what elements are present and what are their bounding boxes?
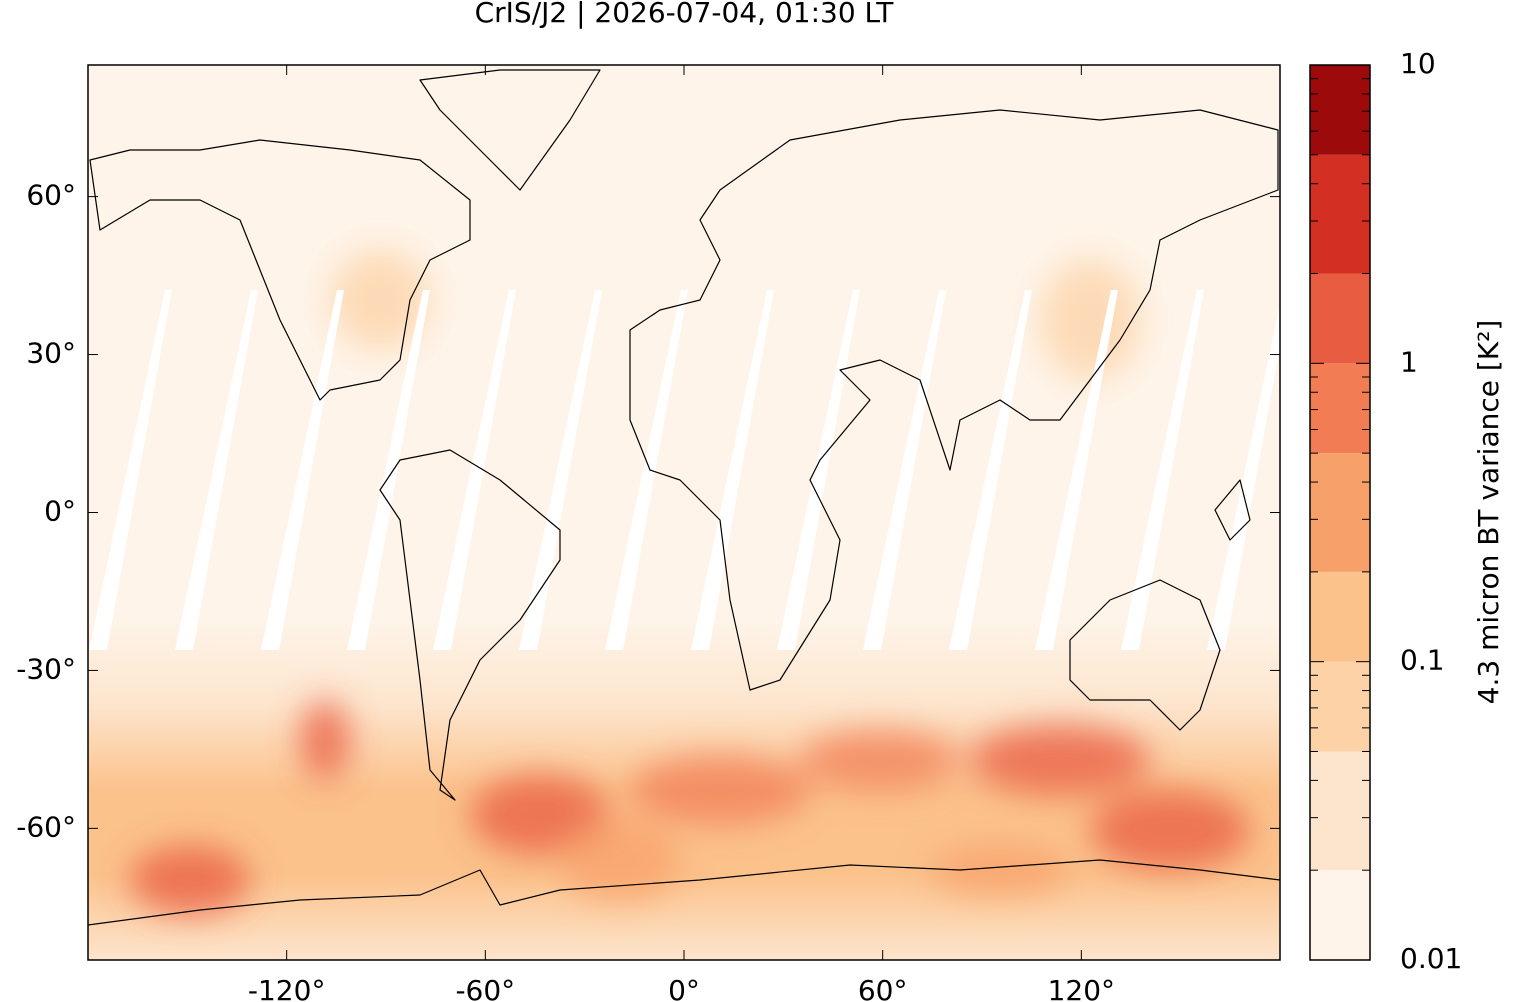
field-spot <box>330 250 430 350</box>
field-spot <box>970 725 1150 795</box>
swath-gap <box>1207 304 1280 650</box>
colorbar-tick-label: 0.01 <box>1400 942 1462 975</box>
field-spot <box>560 820 680 900</box>
swath-gap <box>89 290 172 650</box>
field-spots <box>130 250 1250 915</box>
swath-gaps <box>89 290 1280 650</box>
colorbar-band <box>1310 363 1370 454</box>
field-spot <box>1040 260 1140 380</box>
coastline <box>89 139 471 401</box>
chart-title: CrIS/J2 | 2026-07-04, 01:30 LT <box>475 0 895 29</box>
field-spot <box>130 845 250 915</box>
swath-gap <box>605 290 688 650</box>
swath-gap <box>949 290 1032 650</box>
colorbar-band <box>1310 571 1370 662</box>
y-tick-label: -30° <box>16 652 76 685</box>
field-spot <box>630 755 810 825</box>
coastline <box>1214 479 1251 541</box>
swath-gap <box>175 290 258 650</box>
x-tick-label: 60° <box>858 974 908 1002</box>
field-spot <box>1090 790 1250 870</box>
swath-gap <box>261 290 344 650</box>
colorbar-band <box>1310 751 1370 871</box>
swath-gap <box>691 290 774 650</box>
colorbar-tick-label: 10 <box>1400 47 1436 80</box>
x-tick-label: 120° <box>1048 974 1115 1002</box>
y-tick-label: -60° <box>16 810 76 843</box>
swath-gap <box>347 290 430 650</box>
y-tick-label: 0° <box>44 495 76 528</box>
swath-gap <box>1035 290 1118 650</box>
field-spot <box>300 700 350 780</box>
swath-gap <box>863 290 946 650</box>
coastline <box>379 449 561 801</box>
colorbar-tick-label: 0.1 <box>1400 644 1445 677</box>
coastline <box>1069 579 1221 731</box>
colorbar-frame <box>1309 64 1371 961</box>
field-spot <box>930 845 1070 895</box>
swath-gap <box>519 290 602 650</box>
swath-gap <box>777 290 860 650</box>
coastline <box>419 69 601 191</box>
colorbar-tick-label: 1 <box>1400 345 1418 378</box>
map-field <box>88 65 1280 960</box>
colorbar-band <box>1310 453 1370 572</box>
x-tick-label: -60° <box>455 974 515 1002</box>
colorbar-band <box>1310 154 1370 274</box>
coastline <box>88 859 1280 926</box>
coastline <box>629 109 1279 691</box>
field-spot <box>800 730 960 790</box>
x-tick-label: 0° <box>668 974 700 1002</box>
colorbar-label: 4.3 micron BT variance [K²] <box>1472 320 1505 705</box>
colorbar-band <box>1310 870 1370 960</box>
x-tick-label: -120° <box>248 974 326 1002</box>
y-tick-label: 60° <box>26 179 76 212</box>
colorbar-band <box>1310 273 1370 364</box>
swath-gap <box>1121 290 1204 650</box>
swath-gap <box>433 290 516 650</box>
colorbar-band <box>1310 661 1370 752</box>
coastlines <box>88 69 1280 926</box>
colorbar-band <box>1310 65 1370 155</box>
y-tick-label: 30° <box>26 337 76 370</box>
